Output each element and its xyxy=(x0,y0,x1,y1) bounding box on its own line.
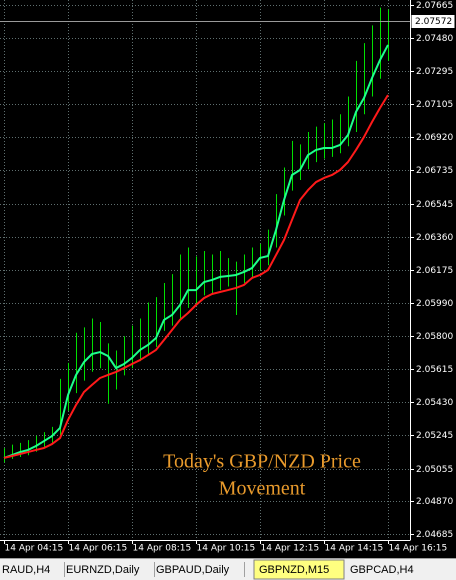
y-tick-label: 2.05800 xyxy=(416,332,453,342)
tab-active-background xyxy=(253,559,345,580)
tab-label[interactable]: GBPCAD,H4 xyxy=(350,564,414,576)
annotation: Movement xyxy=(219,478,306,500)
x-tick-label: 14 Apr 08:15 xyxy=(133,544,192,554)
y-tick-label: 2.04685 xyxy=(416,530,453,540)
y-tick-label: 2.05430 xyxy=(416,398,453,408)
tab-label[interactable]: RAUD,H4 xyxy=(2,564,50,576)
y-tick-label: 2.05245 xyxy=(416,431,453,441)
grid xyxy=(0,0,410,540)
moving-average-line xyxy=(3,44,389,459)
annotation: Today's GBP/NZD Price xyxy=(163,451,361,473)
y-tick-label: 2.06175 xyxy=(416,266,453,276)
y-tick-label: 2.05055 xyxy=(416,465,453,475)
axes: 2.07665 2.07480 2.07295 2.07105 2.06920 2.067… xyxy=(0,0,455,554)
x-tick-label: 14 Apr 04:15 xyxy=(5,544,64,554)
y-tick-label: 2.06360 xyxy=(416,233,453,243)
x-tick-label: 14 Apr 12:15 xyxy=(261,544,320,554)
y-tick-label: 2.05615 xyxy=(416,365,453,375)
x-tick-label: 14 Apr 06:15 xyxy=(69,544,128,554)
current-price-label: 2.07572 xyxy=(415,17,452,27)
y-tick-label: 2.04870 xyxy=(416,497,453,507)
y-tick-label: 2.06735 xyxy=(416,166,453,176)
x-tick-label: 14 Apr 14:15 xyxy=(325,544,384,554)
y-tick-label: 2.07105 xyxy=(416,100,453,110)
current-price-box xyxy=(411,15,455,28)
x-tick-label: 14 Apr 10:15 xyxy=(197,544,256,554)
x-tick-label: 14 Apr 16:15 xyxy=(389,544,448,554)
y-tick-label: 2.07480 xyxy=(416,34,453,44)
y-tick-label: 2.07295 xyxy=(416,67,453,77)
y-tick-label: 2.06545 xyxy=(416,200,453,210)
tab-label[interactable]: GBPAUD,Daily xyxy=(156,564,230,576)
tab-label[interactable]: EURNZD,Daily xyxy=(66,564,140,576)
y-tick-label: 2.05990 xyxy=(416,299,453,309)
moving-average-line xyxy=(3,94,389,459)
y-tick-label: 2.06920 xyxy=(416,133,453,143)
y-tick-label: 2.07665 xyxy=(416,1,453,11)
plot: Today's GBP/NZD Price Movement xyxy=(0,7,410,500)
tab-label[interactable]: GBPNZD,M15 xyxy=(259,564,329,576)
tabs: RAUD,H4 EURNZD,Daily GBPAUD,Daily GBPNZD,M1… xyxy=(2,559,414,580)
